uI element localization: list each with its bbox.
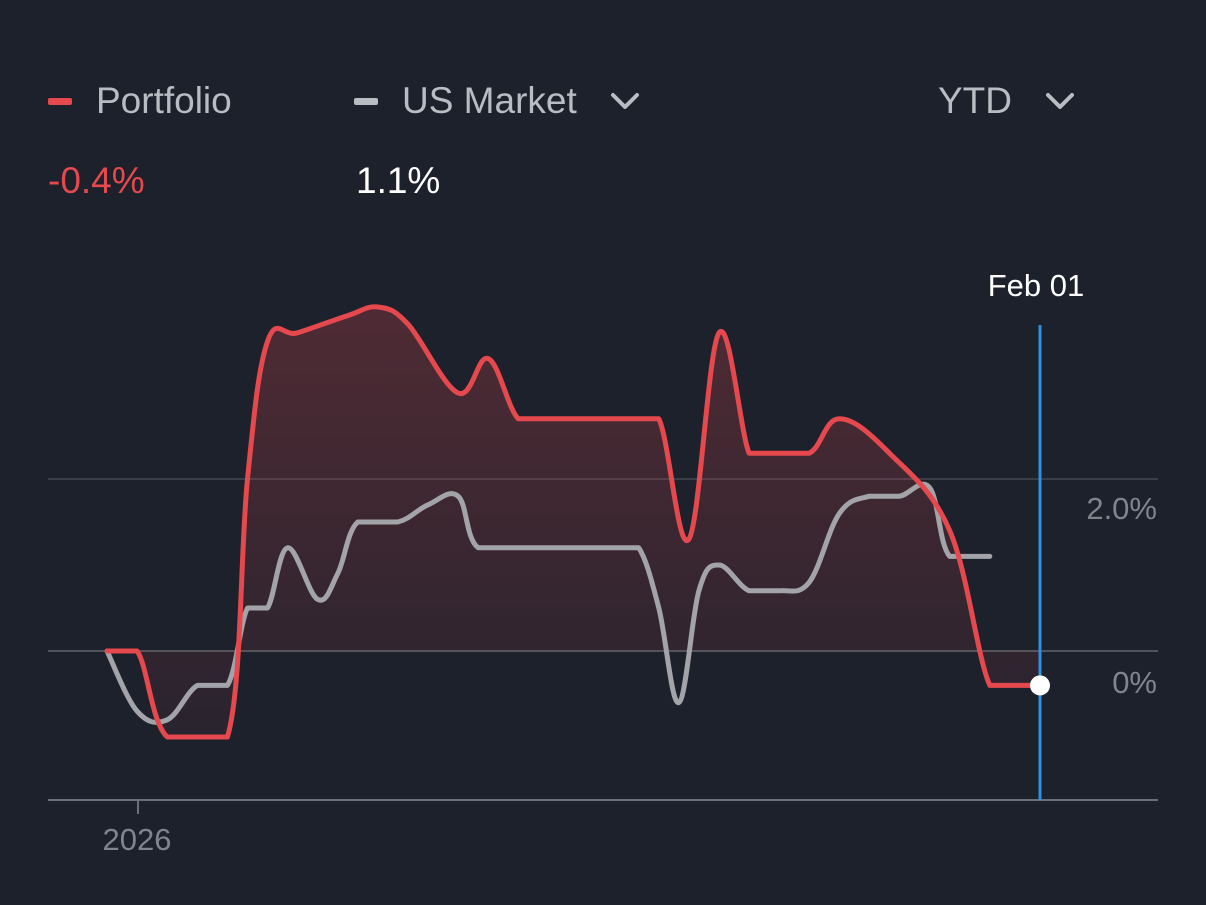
crosshair-point[interactable] bbox=[1030, 675, 1050, 696]
market-swatch bbox=[354, 97, 378, 105]
benchmark-dropdown[interactable]: US Market bbox=[354, 76, 641, 126]
us-market-line bbox=[104, 481, 993, 725]
portfolio-label: Portfolio bbox=[96, 80, 232, 121]
benchmark-label: US Market bbox=[402, 80, 577, 121]
y-tick-label-0pct: 0% bbox=[1112, 665, 1157, 700]
chevron-down-icon bbox=[609, 85, 641, 117]
portfolio-fill-area bbox=[107, 306, 1040, 737]
portfolio-return: -0.4% bbox=[48, 160, 145, 201]
period-label: YTD bbox=[938, 80, 1012, 121]
period-dropdown[interactable]: YTD bbox=[938, 76, 1076, 126]
x-tick-label: 2026 bbox=[103, 822, 172, 857]
market-return: 1.1% bbox=[356, 160, 441, 201]
portfolio-legend[interactable]: Portfolio bbox=[48, 76, 232, 126]
chevron-down-icon bbox=[1044, 85, 1076, 117]
portfolio-line bbox=[104, 304, 1043, 740]
crosshair-date-label: Feb 01 bbox=[988, 268, 1085, 303]
y-tick-label-2pct: 2.0% bbox=[1086, 491, 1157, 526]
portfolio-swatch bbox=[48, 97, 72, 105]
